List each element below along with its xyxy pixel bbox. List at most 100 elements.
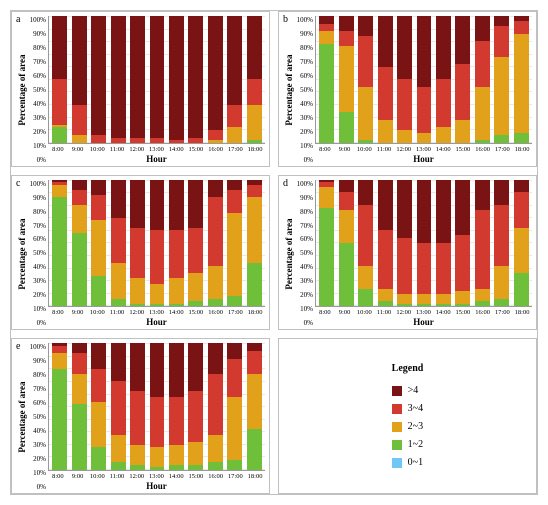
segment-3-4	[130, 391, 145, 444]
x-tick: 17:00	[228, 146, 243, 153]
legend-swatch	[392, 386, 402, 396]
segment->4	[358, 180, 373, 205]
segment-3-4	[72, 105, 87, 135]
segment-2-3	[455, 291, 470, 304]
bars	[49, 343, 265, 470]
x-tick: 11:00	[376, 146, 391, 153]
segment-3-4	[91, 369, 106, 402]
bar	[436, 16, 451, 143]
bar	[111, 16, 126, 143]
y-tick: 70%	[28, 222, 46, 230]
segment->4	[417, 16, 432, 87]
segment-2-3	[455, 120, 470, 143]
panel-c: cPercentage of area100%90%80%70%60%50%40…	[11, 175, 270, 331]
bar	[455, 180, 470, 307]
segment-2-3	[130, 278, 145, 303]
bar	[247, 343, 262, 470]
segment-2-3	[494, 57, 509, 136]
y-tick: 0%	[295, 319, 313, 327]
segment-3-4	[455, 64, 470, 120]
segment-3-4	[169, 397, 184, 445]
y-tick: 30%	[295, 277, 313, 285]
segment->4	[436, 16, 451, 79]
bar	[358, 180, 373, 307]
panel-b: bPercentage of area100%90%80%70%60%50%40…	[278, 11, 537, 167]
segment->4	[111, 180, 126, 218]
segment-1-2	[494, 299, 509, 307]
segment-3-4	[111, 381, 126, 434]
segment-2-3	[150, 447, 165, 467]
y-tick: 20%	[295, 291, 313, 299]
segment-1-2	[455, 304, 470, 307]
x-axis-label: Hour	[315, 153, 532, 164]
y-axis-label: Percentage of area	[16, 343, 28, 491]
segment-2-3	[475, 289, 490, 302]
segment-2-3	[514, 34, 529, 133]
segment-2-3	[227, 127, 242, 142]
segment-1-2	[150, 304, 165, 307]
x-tick: 8:00	[50, 473, 65, 480]
segment->4	[208, 180, 223, 198]
segment->4	[378, 180, 393, 231]
bar	[169, 16, 184, 143]
segment-1-2	[247, 429, 262, 470]
segment-2-3	[358, 266, 373, 289]
y-tick: 60%	[28, 399, 46, 407]
segment-2-3	[378, 289, 393, 302]
bar	[417, 180, 432, 307]
segment-3-4	[111, 218, 126, 264]
segment->4	[475, 16, 490, 41]
x-tick: 10:00	[357, 146, 372, 153]
y-axis-ticks: 100%90%80%70%60%50%40%30%20%10%0%	[295, 16, 315, 164]
segment->4	[169, 343, 184, 396]
x-tick: 10:00	[357, 309, 372, 316]
segment-1-2	[208, 299, 223, 307]
x-tick: 9:00	[337, 309, 352, 316]
segment-3-4	[417, 87, 432, 133]
segment->4	[52, 16, 67, 79]
y-tick: 0%	[295, 156, 313, 164]
bar	[319, 16, 334, 143]
segment->4	[397, 16, 412, 79]
bar	[130, 180, 145, 307]
y-tick: 20%	[28, 455, 46, 463]
bar	[52, 343, 67, 470]
segment-2-3	[72, 374, 87, 404]
segment-3-4	[169, 230, 184, 278]
y-tick: 90%	[28, 357, 46, 365]
bar	[150, 180, 165, 307]
segment-2-3	[91, 220, 106, 276]
bar	[378, 180, 393, 307]
bar	[475, 180, 490, 307]
y-tick: 100%	[28, 343, 46, 351]
bar	[169, 180, 184, 307]
x-tick: 8:00	[50, 146, 65, 153]
segment-2-3	[247, 105, 262, 140]
bar	[91, 180, 106, 307]
segment-3-4	[475, 41, 490, 87]
bar	[208, 343, 223, 470]
segment-1-2	[494, 135, 509, 143]
segment-2-3	[130, 445, 145, 465]
segment-2-3	[436, 294, 451, 304]
segment->4	[208, 16, 223, 130]
segment-3-4	[150, 397, 165, 448]
y-tick: 10%	[28, 305, 46, 313]
x-tick: 8:00	[317, 309, 332, 316]
segment-2-3	[436, 127, 451, 142]
y-tick: 20%	[28, 291, 46, 299]
segment-3-4	[475, 210, 490, 289]
bar	[188, 180, 203, 307]
x-tick: 17:00	[495, 309, 510, 316]
segment-1-2	[514, 133, 529, 143]
segment-3-4	[91, 195, 106, 220]
bar	[91, 343, 106, 470]
segment-2-3	[72, 135, 87, 143]
y-axis-label: Percentage of area	[16, 180, 28, 328]
y-tick: 40%	[28, 100, 46, 108]
segment-3-4	[514, 21, 529, 34]
legend-swatch	[392, 404, 402, 414]
y-tick: 50%	[295, 86, 313, 94]
bar	[339, 16, 354, 143]
segment->4	[455, 180, 470, 236]
